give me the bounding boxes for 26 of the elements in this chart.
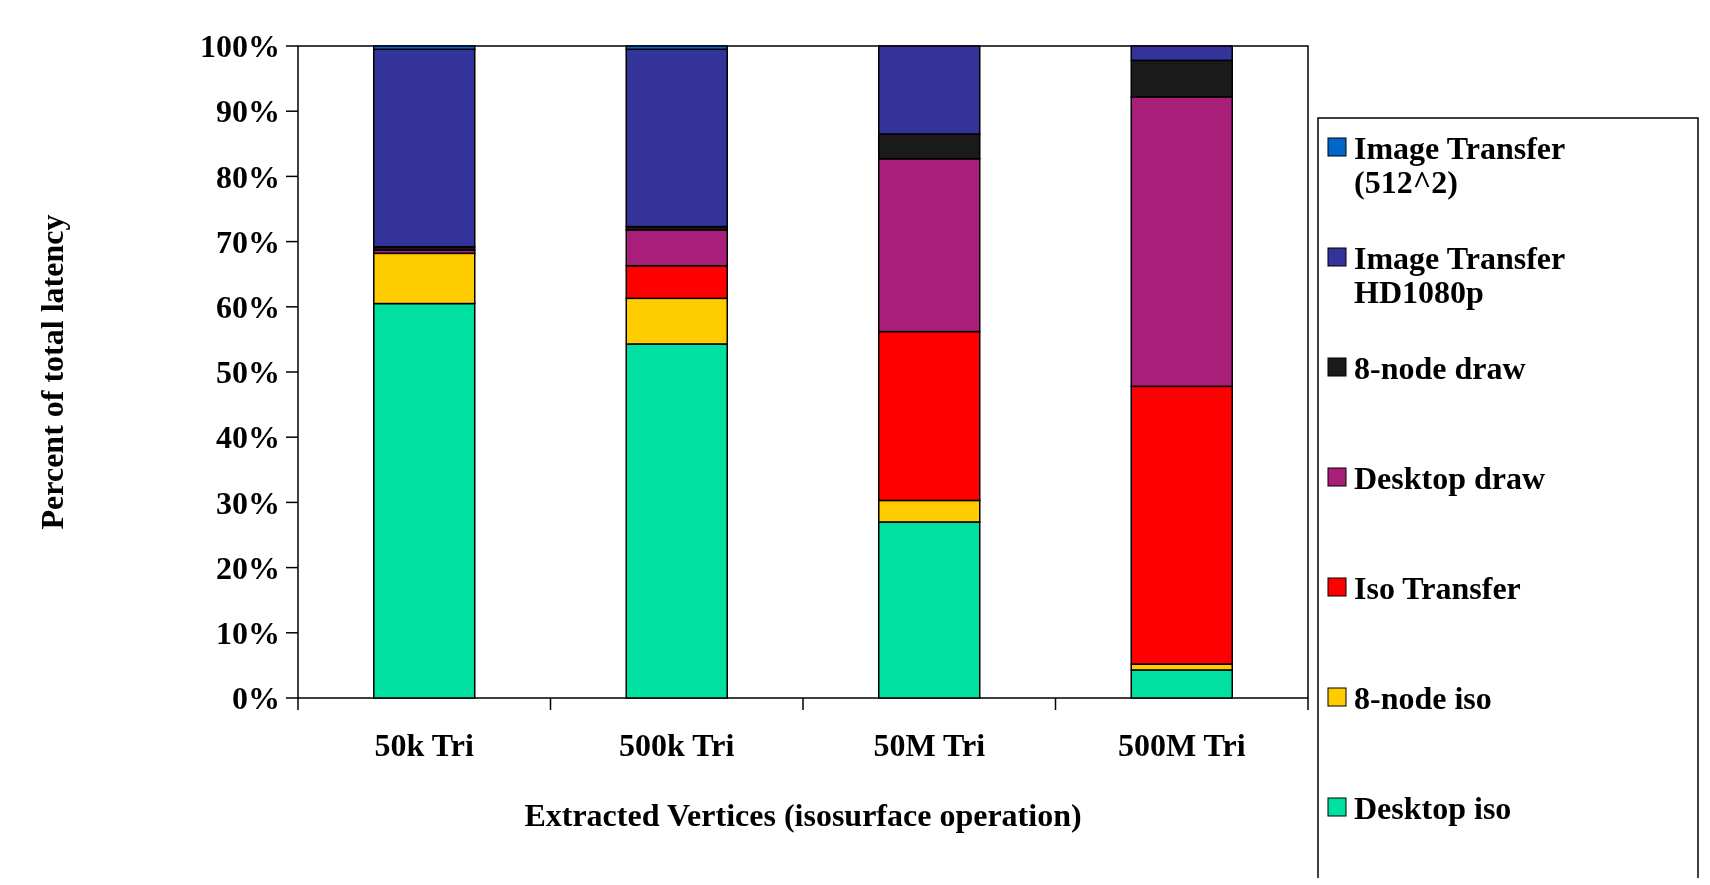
legend-label: Image Transfer HD1080p [1354, 240, 1566, 310]
y-tick-label: 60% [216, 289, 280, 325]
y-tick-label: 100% [200, 28, 280, 65]
legend-label: Image Transfer (512^2) [1354, 130, 1566, 200]
y-tick-label: 70% [216, 223, 280, 260]
y-tick-label: 20% [216, 549, 280, 586]
y-axis-title: Percent of total latency [34, 214, 70, 530]
y-tick-label: 0% [232, 680, 280, 717]
x-tick-label: 50M Tri [873, 727, 986, 763]
x-axis-title: Extracted Vertices (isosurface operation) [524, 797, 1082, 833]
y-tick-label: 30% [216, 484, 280, 521]
bar [373, 48, 476, 248]
legend-label: Desktop draw [1354, 460, 1546, 497]
legend-label: 8-node iso [1354, 680, 1492, 717]
y-tick-label: 80% [216, 158, 280, 195]
legend-label: Iso Transfer [1354, 570, 1521, 607]
y-tick-label: 40% [216, 419, 280, 456]
y-tick-label: 90% [216, 93, 280, 130]
y-tick-label: 50% [216, 354, 280, 391]
x-tick-label: 500M Tri [1117, 727, 1246, 763]
bar [625, 48, 728, 228]
legend-label: 8-node draw [1354, 350, 1526, 387]
legend-label: Desktop iso [1354, 790, 1512, 827]
x-tick-label: 50k Tri [374, 727, 474, 763]
y-tick-label: 10% [216, 615, 280, 651]
x-tick-label: 500k Tri [619, 727, 735, 763]
